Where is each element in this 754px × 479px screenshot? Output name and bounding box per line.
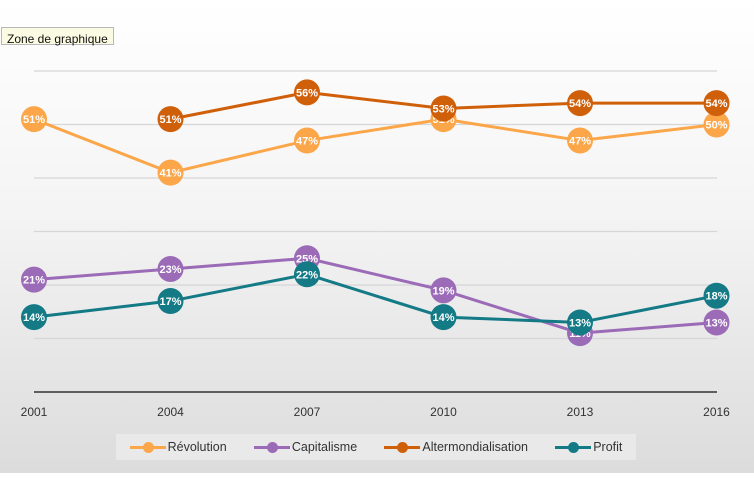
data-point[interactable] — [21, 304, 47, 331]
legend-item-capitalisme[interactable]: Capitalisme — [253, 440, 358, 454]
data-label: 56% — [296, 87, 318, 99]
x-tick-label: 2013 — [567, 405, 594, 419]
chart-area-tooltip: Zone de graphique — [1, 27, 114, 46]
data-label: 23% — [159, 264, 181, 276]
legend-swatch — [384, 441, 421, 453]
data-label: 51% — [159, 114, 181, 126]
legend-item-revolution[interactable]: Révolution — [129, 440, 227, 454]
legend-swatch — [253, 441, 290, 453]
data-point[interactable] — [567, 90, 593, 117]
data-label: 18% — [705, 291, 727, 303]
data-label: 47% — [569, 136, 591, 148]
data-label: 54% — [569, 98, 591, 110]
data-point[interactable] — [567, 309, 593, 336]
data-point[interactable] — [21, 106, 47, 133]
legend-item-altermondialisation[interactable]: Altermondialisation — [384, 440, 528, 454]
data-label: 21% — [23, 275, 45, 287]
x-tick-label: 2010 — [430, 405, 457, 419]
series-line — [33, 272, 717, 324]
data-point[interactable] — [157, 255, 184, 282]
data-label: 13% — [569, 317, 591, 329]
data-label: 54% — [705, 98, 727, 110]
data-point[interactable] — [430, 277, 457, 304]
data-label: 50% — [705, 120, 727, 132]
data-label: 25% — [296, 253, 318, 265]
legend-item-profit[interactable]: Profit — [555, 440, 622, 454]
x-tick-label: 2016 — [703, 405, 730, 419]
legend-label: Capitalisme — [291, 440, 358, 454]
data-point[interactable] — [703, 90, 730, 117]
data-label: 19% — [432, 285, 454, 297]
data-point[interactable] — [567, 127, 593, 154]
legend-swatch — [555, 441, 592, 453]
data-point[interactable] — [430, 95, 457, 122]
series-altermondialisation: 51% 56% 53% 54% 54% — [157, 79, 730, 133]
data-point[interactable] — [21, 266, 47, 293]
data-label: 14% — [23, 312, 45, 324]
data-point[interactable] — [430, 304, 457, 331]
x-tick-label: 2004 — [157, 405, 184, 419]
data-point[interactable] — [294, 79, 320, 106]
data-point[interactable] — [294, 127, 320, 154]
legend-label: Révolution — [167, 440, 227, 454]
data-label: 53% — [432, 103, 454, 115]
legend-swatch — [129, 441, 166, 453]
data-label: 47% — [296, 136, 318, 148]
legend[interactable]: Révolution Capitalisme Altermondialisation… — [116, 434, 636, 460]
data-label: 13% — [705, 317, 727, 329]
x-tick-label: 2007 — [294, 405, 321, 419]
series-profit: 14% 17% 22% 14% 13% 18% — [21, 261, 730, 336]
legend-label: Profit — [593, 440, 623, 454]
data-point[interactable] — [157, 106, 184, 133]
data-label: 14% — [432, 312, 454, 324]
series-line — [33, 256, 717, 335]
data-point[interactable] — [157, 288, 184, 315]
legend-label: Altermondialisation — [422, 440, 528, 454]
data-point[interactable] — [703, 111, 730, 138]
x-tick-label: 2001 — [21, 405, 48, 419]
data-point[interactable] — [703, 282, 730, 309]
data-label: 22% — [296, 269, 318, 281]
series-lines: 51%41%47%51%47%50%21%23%25%19%11%13%51%5… — [21, 79, 730, 347]
data-label: 41% — [159, 168, 181, 180]
data-label: 51% — [23, 114, 45, 126]
series-line — [33, 117, 717, 175]
data-point[interactable] — [157, 159, 184, 186]
data-point[interactable] — [294, 261, 320, 288]
series-revolution: 51% 41% 47% 51% 47% 50% — [21, 106, 730, 186]
gridlines — [34, 70, 717, 340]
data-label: 17% — [159, 296, 181, 308]
data-point[interactable] — [703, 309, 730, 336]
x-axis: 2001 2004 2007 2010 2013 2016 — [21, 391, 730, 419]
